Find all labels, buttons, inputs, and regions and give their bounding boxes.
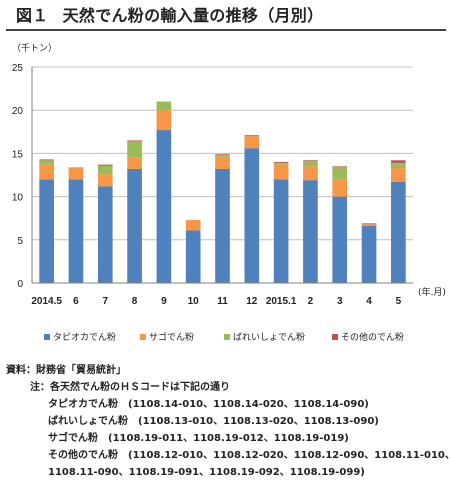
- bar-segment-sago: [215, 156, 230, 169]
- bar-segment-other: [97, 164, 113, 166]
- x-tick-label: 2015.1: [266, 296, 297, 307]
- x-tick-label: 11: [217, 296, 228, 307]
- x-tick-label: 2: [308, 296, 314, 307]
- x-tick-label: 12: [246, 296, 258, 307]
- bar-segment-other: [303, 160, 318, 162]
- x-tick-label: 4: [366, 296, 372, 307]
- bar-segment-tapioca: [244, 148, 260, 283]
- note-tapioca-codes: タピオカでん粉 (1108.14-010、1108.14-020、1108.14…: [48, 399, 369, 410]
- bar-segment-other: [215, 154, 230, 156]
- y-tick-labels: 0 5 10 15 20 25: [12, 63, 24, 290]
- y-tick-label: 25: [12, 63, 24, 74]
- axes: [31, 67, 413, 284]
- note-sago-codes: サゴでん粉 (1108.19-011、1108.19-012、1108.19-0…: [48, 433, 349, 444]
- y-tick-label: 20: [12, 106, 24, 117]
- y-tick-label: 0: [17, 279, 23, 290]
- x-axis-unit-label: (年.月): [418, 288, 446, 298]
- note-heading: 注：各天然でん粉のＨＳコードは下記の通り: [30, 382, 230, 393]
- legend-swatch-other: [332, 333, 338, 340]
- legend-item-potato: ばれいしょでん粉: [224, 330, 305, 343]
- legend-label-potato: ばれいしょでん粉: [233, 333, 306, 343]
- legend-label-tapioca: タピオカでん粉: [53, 333, 117, 343]
- bar-segment-sago: [273, 164, 289, 180]
- bar-segment-tapioca: [156, 130, 172, 283]
- note-potato-codes: ばれいしょでん粉 (1108.13-010、1108.13-020、1108.1…: [48, 416, 379, 427]
- bar-segment-sago: [303, 166, 318, 181]
- x-tick-label: 8: [132, 296, 138, 307]
- figure-title: 天然でん粉の輸入量の推移（月別）: [62, 6, 324, 25]
- x-tick-label: 5: [396, 296, 402, 307]
- bar-segment-sago: [156, 110, 172, 131]
- legend-swatch-tapioca: [44, 333, 50, 340]
- legend-item-other: その他のでん粉: [332, 330, 404, 343]
- bar-segment-sago: [185, 219, 201, 231]
- figure-number: 図１: [16, 6, 49, 25]
- bar-segment-other: [127, 140, 142, 142]
- bar-segment-potato: [273, 162, 289, 165]
- bar-segment-potato: [39, 160, 54, 165]
- stacked-bar-chart: 0 5 10 15 20 25 2014.5 6 7 8 9 10 11 12 2015.1 2 3 4 5: [12, 63, 413, 307]
- bar-segment-other: [332, 166, 348, 168]
- bar-segment-sago: [68, 167, 84, 180]
- note-other-codes-line1: その他のでん粉 (1108.12-010、1108.12-020、1108.12…: [48, 450, 450, 461]
- bar-segment-tapioca: [361, 225, 377, 283]
- bar-segment-tapioca: [39, 179, 54, 283]
- x-tick-label: 10: [188, 296, 200, 307]
- x-tick-labels: 2014.5 6 7 8 9 10 11 12 2015.1 2 3 4 5: [31, 296, 401, 307]
- bar-segment-sago: [97, 174, 113, 187]
- bar-segment-other: [391, 160, 406, 163]
- bar-segment-other: [273, 162, 289, 163]
- x-tick-label: 3: [337, 296, 343, 307]
- bar-segment-potato: [215, 155, 230, 157]
- source-note: 資料：財務省「貿易統計」: [6, 365, 126, 376]
- bar-segment-sago: [39, 164, 54, 180]
- x-tick-label: 7: [102, 296, 108, 307]
- bar-segment-tapioca: [303, 180, 318, 283]
- bar-segment-potato: [303, 161, 318, 167]
- legend-swatch-sago: [140, 333, 146, 340]
- bar-segment-sago: [332, 179, 348, 197]
- bar-segment-potato: [332, 167, 348, 180]
- legend-label-other: その他のでん粉: [341, 333, 405, 343]
- bar-segment-potato: [127, 141, 142, 158]
- x-tick-label: 2014.5: [31, 296, 62, 307]
- page-title: 図１ 天然でん粉の輸入量の推移（月別）: [8, 2, 448, 28]
- bar-segment-potato: [156, 101, 172, 111]
- note-other-codes-line2: 1108.11-090、1108.19-091、1108.19-092、1108…: [48, 467, 365, 478]
- bar-segment-tapioca: [68, 179, 84, 283]
- bar-segment-other: [244, 135, 260, 137]
- title-underline: [6, 29, 446, 31]
- bar-segment-potato: [97, 165, 113, 175]
- y-axis-unit-label: （千トン）: [12, 44, 58, 54]
- legend-label-sago: サゴでん粉: [149, 333, 195, 343]
- bar-segment-tapioca: [127, 168, 142, 283]
- legend-item-tapioca: タピオカでん粉: [44, 330, 116, 343]
- bar-segment-potato: [391, 162, 406, 169]
- bar-segment-tapioca: [332, 196, 348, 283]
- legend: タピオカでん粉 サゴでん粉 ばれいしょでん粉 その他のでん粉: [44, 330, 444, 344]
- bar-segment-tapioca: [215, 168, 230, 283]
- y-tick-label: 5: [17, 236, 23, 247]
- bar-segment-sago: [391, 168, 406, 182]
- bar-segment-tapioca: [185, 230, 201, 283]
- x-tick-label: 9: [161, 296, 167, 307]
- bar-segment-tapioca: [391, 181, 406, 283]
- bar-segment-other: [39, 159, 54, 161]
- bar-segment-other: [361, 223, 377, 225]
- y-tick-label: 15: [12, 149, 24, 160]
- y-tick-label: 10: [12, 193, 24, 204]
- x-tick-label: 6: [73, 296, 79, 307]
- bar-segment-sago: [244, 136, 260, 149]
- legend-item-sago: サゴでん粉: [140, 330, 194, 343]
- bar-segment-tapioca: [273, 179, 289, 283]
- bars: [39, 101, 406, 283]
- bar-segment-tapioca: [97, 186, 113, 283]
- bar-segment-sago: [361, 224, 377, 226]
- bar-segment-sago: [127, 157, 142, 169]
- legend-swatch-potato: [224, 333, 230, 340]
